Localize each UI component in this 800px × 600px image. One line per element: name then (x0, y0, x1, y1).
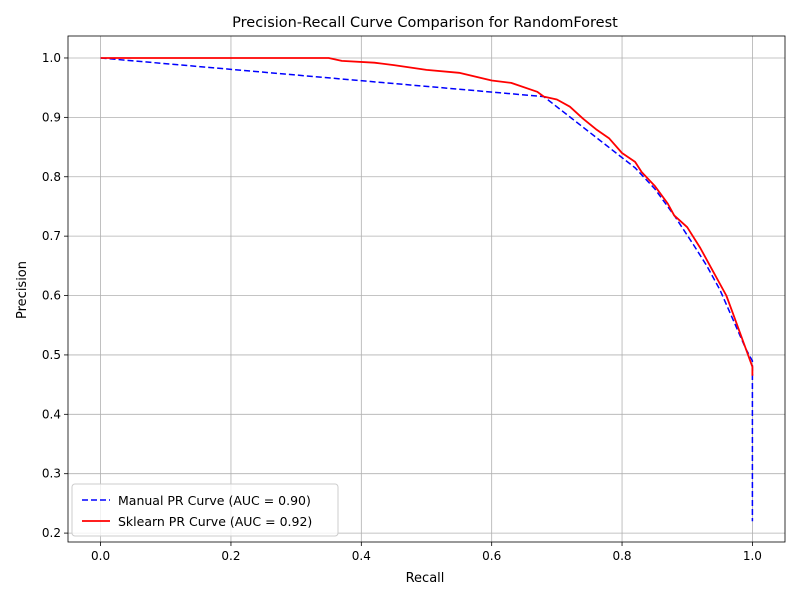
x-tick-label: 1.0 (743, 549, 762, 563)
y-tick-label: 1.0 (42, 51, 61, 65)
y-tick-label: 0.3 (42, 467, 61, 481)
series-line-sklearn (100, 57, 754, 376)
y-tick-label: 0.9 (42, 110, 61, 124)
x-tick-label: 0.4 (352, 549, 371, 563)
y-tick-label: 0.8 (42, 170, 61, 184)
legend-label-sklearn: Sklearn PR Curve (AUC = 0.92) (118, 514, 312, 529)
grid-lines (68, 36, 785, 542)
y-axis-label: Precision (15, 261, 30, 319)
x-axis-label: Recall (406, 571, 445, 586)
x-tick-label: 0.6 (482, 549, 501, 563)
y-tick-label: 0.6 (42, 289, 61, 303)
legend: Manual PR Curve (AUC = 0.90) Sklearn PR … (71, 483, 339, 537)
x-tick-label: 0.8 (612, 549, 631, 563)
x-tick-label: 0.2 (221, 549, 240, 563)
y-axis-ticks: 0.2 0.3 0.4 0.5 0.6 0.7 0.8 0.9 1.0 (42, 51, 68, 540)
legend-label-manual: Manual PR Curve (AUC = 0.90) (118, 493, 311, 508)
series-lines (100, 57, 754, 522)
x-axis-ticks: 0.0 0.2 0.4 0.6 0.8 1.0 (91, 542, 762, 563)
y-tick-label: 0.2 (42, 526, 61, 540)
y-tick-label: 0.7 (42, 229, 61, 243)
x-tick-label: 0.0 (91, 549, 110, 563)
plot-frame (67, 35, 786, 543)
chart-title: Precision-Recall Curve Comparison for Ra… (232, 15, 618, 31)
legend-box (71, 483, 339, 537)
y-tick-label: 0.4 (42, 407, 61, 421)
y-tick-label: 0.5 (42, 348, 61, 362)
